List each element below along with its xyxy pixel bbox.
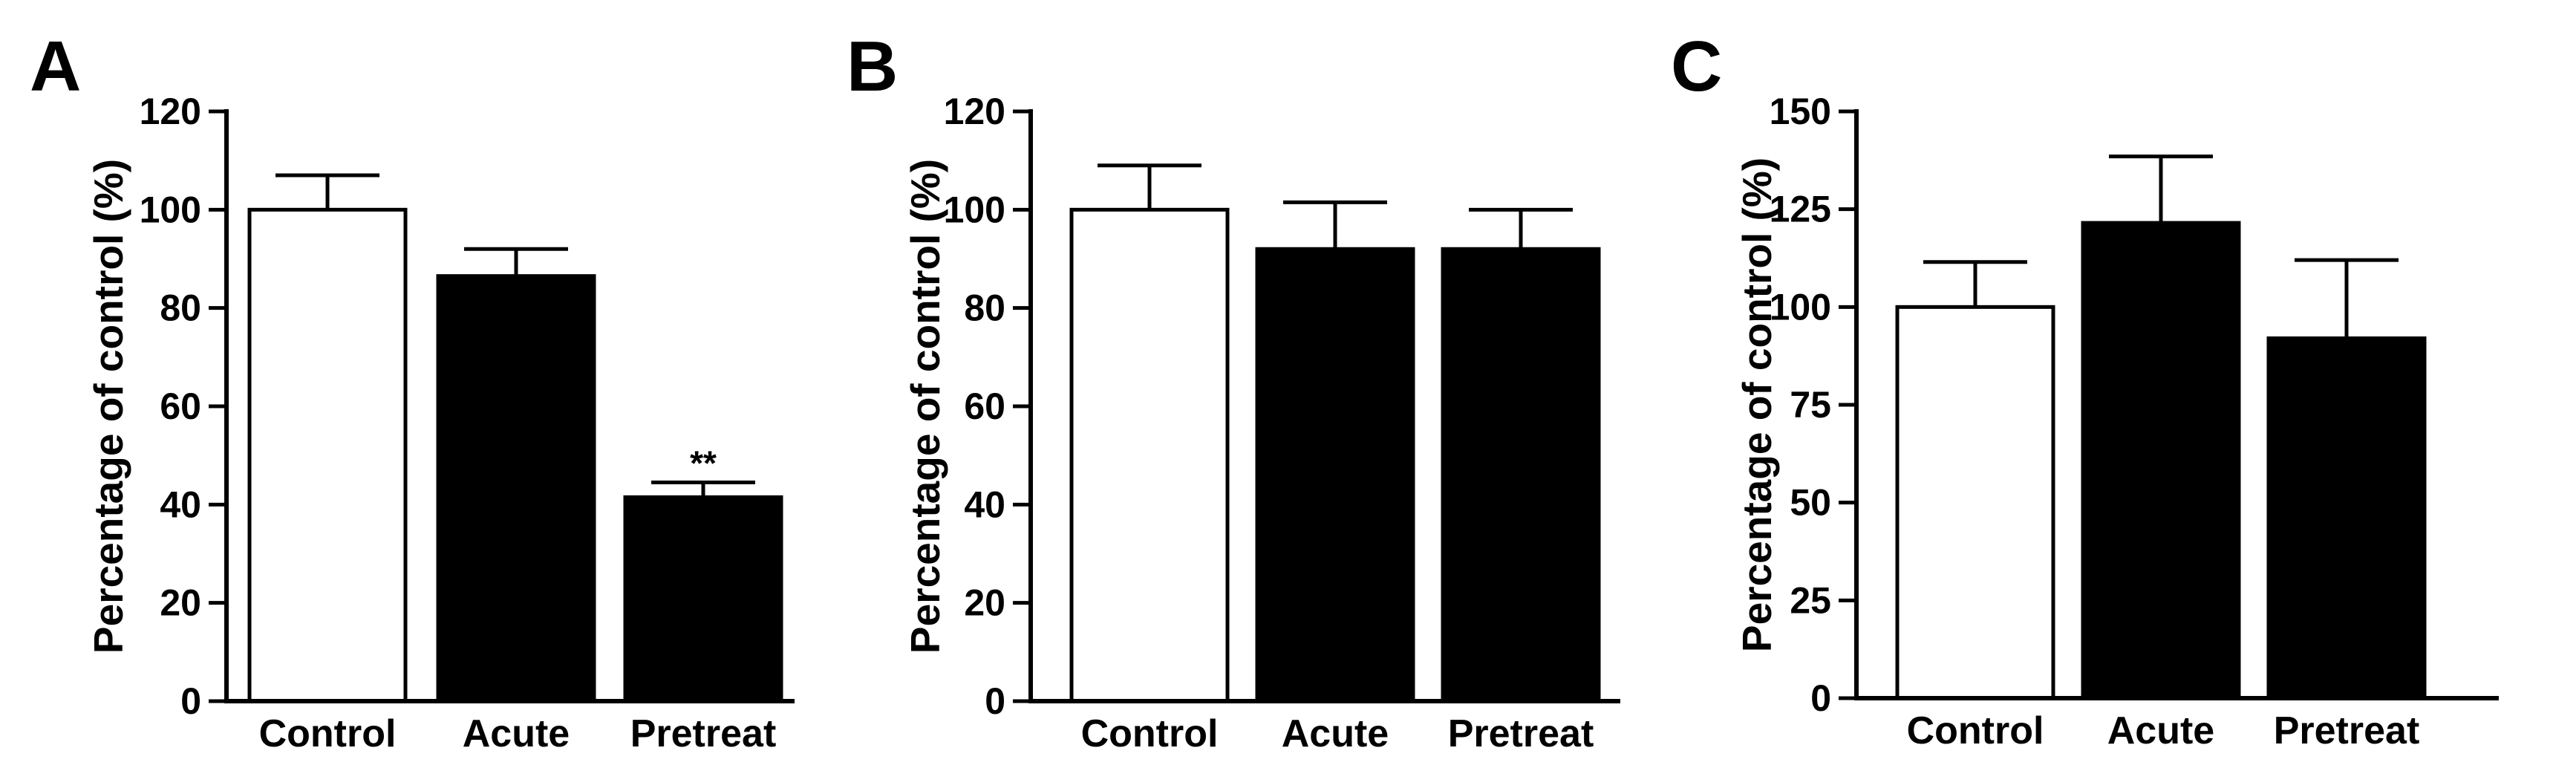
y-tick-label: 20 bbox=[160, 582, 201, 624]
y-tick-label: 25 bbox=[1790, 579, 1831, 621]
significance-annotation: ** bbox=[690, 444, 717, 483]
y-tick-label: 20 bbox=[964, 582, 1005, 624]
y-tick-label: 40 bbox=[160, 484, 201, 525]
bar-pretreat bbox=[1441, 247, 1601, 703]
y-tick-label: 40 bbox=[964, 484, 1005, 525]
y-tick-label: 0 bbox=[180, 680, 201, 722]
y-tick-label: 150 bbox=[1770, 91, 1831, 132]
y-tick-label: 100 bbox=[1770, 286, 1831, 328]
chart-panel-c: C Percentage of control (%) Control Acute Pr… bbox=[1671, 27, 2499, 752]
panel-label: A bbox=[30, 27, 81, 106]
y-tick-label: 60 bbox=[964, 385, 1005, 427]
category-label: Control bbox=[1081, 712, 1219, 755]
bar-control bbox=[1895, 305, 2055, 700]
y-tick-label: 125 bbox=[1770, 189, 1831, 230]
y-tick-label: 0 bbox=[1810, 677, 1831, 719]
y-axis-title: Percentage of control (%) bbox=[85, 159, 131, 654]
chart-panel-b: B Percentage of control (%) Control Acute Pr… bbox=[847, 27, 1620, 755]
y-tick-label: 120 bbox=[944, 91, 1005, 132]
category-label: Acute bbox=[1282, 712, 1389, 755]
category-label: Pretreat bbox=[1448, 712, 1594, 755]
bar-pretreat bbox=[623, 495, 783, 703]
y-tick-label: 50 bbox=[1790, 482, 1831, 524]
bar-pretreat bbox=[2266, 336, 2427, 700]
category-label: Acute bbox=[463, 712, 570, 755]
y-tick-label: 80 bbox=[964, 287, 1005, 329]
bar-control bbox=[247, 207, 408, 703]
category-label: Acute bbox=[2107, 709, 2214, 752]
y-tick-label: 60 bbox=[160, 385, 201, 427]
bar-acute bbox=[436, 274, 596, 703]
y-tick-label: 0 bbox=[985, 680, 1005, 722]
y-tick-label: 75 bbox=[1790, 384, 1831, 426]
bar-control bbox=[1069, 207, 1230, 703]
y-axis-title: Percentage of control (%) bbox=[1734, 157, 1780, 652]
y-tick-label: 100 bbox=[944, 189, 1005, 230]
category-label: Control bbox=[1907, 709, 2044, 752]
category-label: Pretreat bbox=[630, 712, 777, 755]
panel-label: C bbox=[1671, 27, 1722, 106]
panel-label: B bbox=[847, 27, 898, 106]
bar-acute bbox=[1255, 247, 1415, 703]
y-tick-label: 80 bbox=[160, 287, 201, 329]
category-label: Pretreat bbox=[2274, 709, 2420, 752]
y-tick-label: 120 bbox=[140, 91, 201, 132]
chart-panel-a: A Percentage of control (%) Control Acute Pr… bbox=[30, 27, 795, 755]
y-axis-title: Percentage of control (%) bbox=[902, 159, 948, 654]
category-label: Control bbox=[259, 712, 397, 755]
bar-acute bbox=[2081, 221, 2241, 700]
y-tick-label: 100 bbox=[140, 189, 201, 230]
